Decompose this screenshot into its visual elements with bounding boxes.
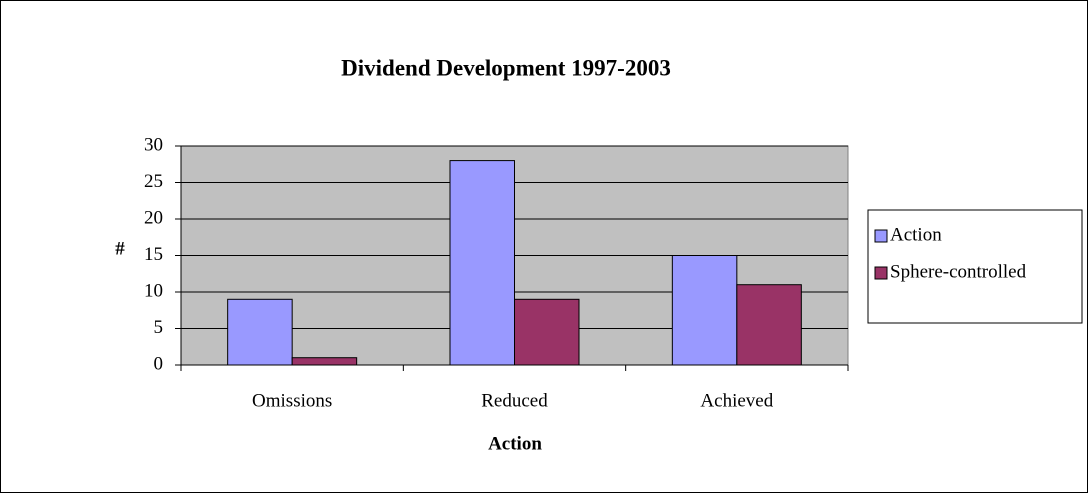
bar — [291, 357, 358, 366]
bar — [736, 284, 802, 366]
legend-swatch — [874, 229, 888, 243]
chart-title: Dividend Development 1997-2003 — [341, 55, 671, 80]
y-tick-label: 30 — [144, 134, 163, 155]
y-axis-label: # — [115, 238, 125, 259]
bar — [449, 160, 515, 366]
y-tick-label: 15 — [144, 244, 163, 265]
bar — [227, 298, 293, 366]
x-axis-label: Action — [488, 433, 542, 454]
x-tick-label: Omissions — [252, 390, 332, 411]
legend-label: Action — [890, 224, 942, 245]
y-tick-label: 20 — [144, 207, 163, 228]
y-tick-label: 10 — [144, 280, 163, 301]
x-tick-label: Achieved — [700, 390, 773, 411]
legend-label: Sphere-controlled — [890, 261, 1027, 282]
y-tick-label: 0 — [154, 353, 164, 374]
x-tick-label: Reduced — [481, 390, 548, 411]
bar — [671, 255, 738, 366]
legend-box — [867, 209, 1083, 324]
legend-swatch — [874, 266, 888, 280]
y-tick-label: 25 — [144, 171, 163, 192]
bar — [514, 298, 580, 366]
y-tick-label: 5 — [154, 317, 164, 338]
